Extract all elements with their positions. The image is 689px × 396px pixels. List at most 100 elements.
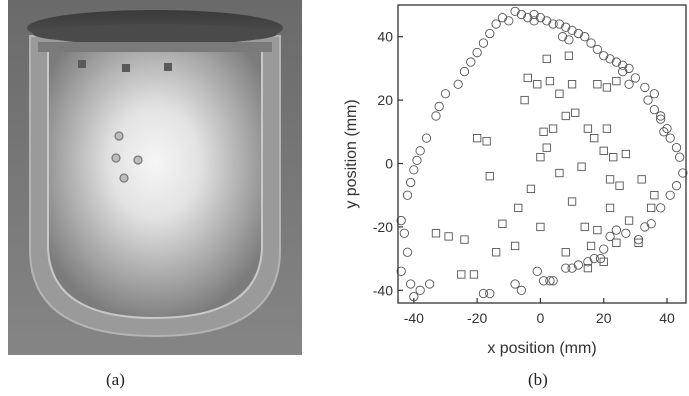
circle-point <box>624 63 634 74</box>
circle-point <box>545 276 555 286</box>
circle-point <box>599 244 609 254</box>
square-point <box>590 133 599 143</box>
square-point <box>561 111 570 121</box>
square-point <box>523 73 532 83</box>
circle-point <box>624 79 634 89</box>
square-point <box>542 143 551 152</box>
circle-point <box>424 279 435 289</box>
square-point <box>605 203 615 213</box>
square-point <box>555 89 564 98</box>
circle-point <box>415 285 425 295</box>
circle-point <box>406 279 416 289</box>
circle-point <box>504 16 514 26</box>
circle-point <box>529 9 539 20</box>
circle-point <box>412 155 422 165</box>
circle-point <box>649 89 660 99</box>
caption-a: (a) <box>106 370 125 389</box>
square-point <box>536 153 545 162</box>
circle-point <box>630 73 641 83</box>
circle-point <box>396 266 406 276</box>
circle-point <box>402 247 413 257</box>
circle-point <box>595 253 606 264</box>
circle-point <box>409 165 419 175</box>
circle-point <box>453 79 463 89</box>
square-point <box>580 222 589 232</box>
circle-point <box>548 19 558 29</box>
circle-point <box>618 60 628 70</box>
circle-point <box>656 111 666 121</box>
circle-point <box>478 38 489 48</box>
circle-point <box>485 288 495 299</box>
plot-frame <box>397 4 687 304</box>
square-point <box>612 238 621 247</box>
square-point <box>460 235 469 244</box>
circle-point <box>510 279 520 289</box>
circle-point <box>466 57 476 67</box>
circle-point <box>434 101 444 112</box>
circle-point <box>665 133 675 143</box>
circle-point <box>472 47 482 58</box>
square-point <box>647 203 656 213</box>
square-point <box>469 270 479 279</box>
caption-b: (b) <box>528 370 548 389</box>
circle-point <box>491 19 501 29</box>
square-point <box>571 108 580 117</box>
circle-point <box>675 152 685 162</box>
square-point <box>567 80 577 89</box>
circle-point <box>573 260 584 270</box>
circle-point <box>415 146 425 156</box>
square-point <box>637 175 646 184</box>
circle-point <box>523 13 533 23</box>
bubbles <box>111 131 143 183</box>
square-point <box>482 137 491 146</box>
square-point <box>545 76 555 86</box>
circle-point <box>567 263 577 273</box>
circle-point <box>535 13 546 23</box>
y-tick-label: -40 <box>373 282 393 298</box>
square-point <box>564 51 574 60</box>
square-point <box>567 197 577 206</box>
circle-point <box>516 9 527 20</box>
circle-point <box>440 89 451 99</box>
circle-point <box>485 28 495 39</box>
nozzle-right <box>164 63 172 71</box>
square-point <box>577 162 586 171</box>
circle-point <box>459 66 470 77</box>
square-point <box>539 127 548 136</box>
circle-point <box>580 32 590 42</box>
square-point <box>536 222 545 232</box>
circle-point <box>399 228 409 238</box>
tank-photo <box>8 0 302 355</box>
square-point <box>561 248 570 257</box>
circle-point <box>659 127 669 137</box>
square-point <box>621 149 631 159</box>
circle-point <box>640 222 650 232</box>
circle-point <box>538 276 549 286</box>
circle-point <box>516 285 527 295</box>
square-point <box>533 80 542 89</box>
y-tick-label: 0 <box>385 156 393 172</box>
square-point <box>599 146 608 155</box>
square-point <box>599 257 608 266</box>
x-tick-label: 40 <box>659 310 675 326</box>
nozzle-center <box>122 64 130 72</box>
circle-point <box>589 253 599 264</box>
x-tick-label: 20 <box>596 310 612 326</box>
square-point <box>431 229 441 238</box>
circle-point <box>605 54 615 64</box>
circle-point <box>671 143 682 153</box>
circle-point <box>567 25 577 36</box>
square-point <box>593 225 602 235</box>
x-tick-label: -40 <box>404 310 424 326</box>
circle-point <box>640 82 650 93</box>
circle-point <box>618 66 628 77</box>
circle-point <box>561 22 571 32</box>
circle-point <box>646 219 656 229</box>
square-point <box>583 263 593 273</box>
y-tick-label: 40 <box>377 29 393 45</box>
circle-point <box>554 19 565 29</box>
square-point <box>555 168 564 178</box>
square-point <box>602 83 612 92</box>
square-point <box>542 54 551 64</box>
